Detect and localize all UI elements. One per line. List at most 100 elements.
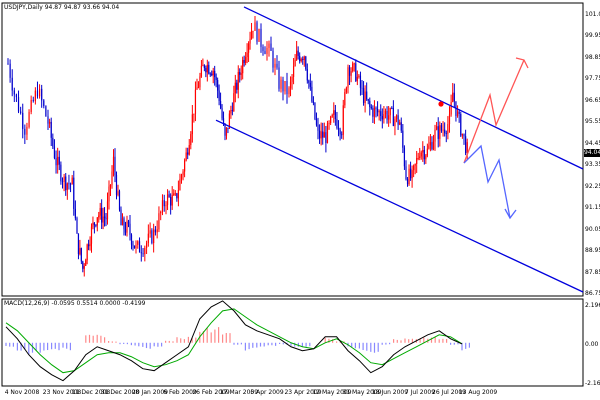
red-dot-marker [438, 101, 444, 107]
candle-body [236, 82, 238, 90]
candle-body [286, 81, 288, 95]
candle-body [344, 92, 346, 106]
candle-body [420, 152, 422, 157]
candle-body [120, 209, 122, 226]
candle-body [326, 123, 329, 143]
candle-body [315, 118, 318, 125]
candle-body [320, 131, 322, 139]
candle-body [297, 50, 299, 56]
candle-body [274, 63, 276, 68]
candle-body [211, 73, 213, 76]
candle-body [243, 59, 245, 63]
candle-body [36, 90, 39, 97]
candle-body [411, 170, 413, 179]
candle-body [66, 183, 68, 191]
date-axis-tick: 5 Apr 2009 [250, 389, 284, 396]
candle-body [409, 168, 412, 179]
candle-body [258, 28, 260, 42]
price-axis-tick: 92.25 [585, 182, 600, 190]
candle-body [465, 136, 467, 154]
candle-body [303, 56, 305, 61]
candle-body [170, 197, 172, 206]
candle-body [88, 244, 90, 247]
price-axis-tick: 96.65 [585, 96, 600, 104]
candle-body [367, 99, 369, 101]
date-axis-tick: 23 Apr 2009 [284, 389, 322, 396]
candle-body [428, 145, 430, 149]
candle-body [105, 217, 107, 220]
candle-body [280, 79, 282, 89]
price-axis-tick: 99.95 [585, 32, 600, 40]
price-axis-tick: 101.05 [585, 10, 600, 18]
candle-body [282, 79, 284, 92]
projection-arrows [438, 57, 529, 220]
price-channel [215, 6, 584, 293]
candle-body [323, 132, 325, 138]
candle-body [85, 260, 87, 267]
candle-body [372, 108, 374, 117]
candle-body [206, 64, 208, 73]
candle-body [353, 63, 355, 65]
candle-body [444, 129, 446, 134]
candle-body [388, 115, 390, 120]
date-axis-tick: 7 Jul 2009 [404, 389, 436, 396]
candle-body [391, 107, 393, 109]
candle-body [230, 110, 232, 114]
candle-body [392, 107, 394, 126]
chart-frames [1, 2, 584, 387]
date-axis-tick: 17 Mar 2009 [219, 389, 259, 396]
candle-body [325, 132, 327, 143]
candle-body [174, 193, 176, 195]
candle-body [142, 253, 144, 255]
candle-body [339, 129, 341, 135]
candle-body [109, 184, 112, 187]
candle-body [406, 179, 409, 185]
candle-body [102, 216, 104, 223]
candle-body [60, 164, 62, 182]
candle-body [466, 142, 468, 154]
candle-body [132, 244, 134, 246]
candle-body [308, 80, 310, 83]
candle-body [7, 63, 9, 65]
candle-body [215, 76, 217, 81]
candle-body [416, 158, 418, 164]
candle-body [52, 137, 54, 147]
candle-body [76, 218, 78, 234]
candle-body [26, 126, 28, 135]
candle-body [22, 112, 24, 129]
candle-body [247, 43, 250, 53]
date-axis-tick: 26 Jul 2009 [432, 389, 466, 396]
candle-body [47, 116, 49, 124]
candle-body [342, 105, 344, 135]
candle-body [445, 133, 447, 134]
candle-body [384, 110, 387, 115]
candle-body [450, 102, 452, 115]
candle-body [294, 59, 296, 67]
candle-body [217, 80, 219, 91]
candle-body [34, 90, 36, 102]
candle-body [30, 99, 32, 112]
candle-body [200, 65, 203, 77]
candle-body [114, 156, 116, 176]
candle-body [108, 186, 110, 202]
price-axis-tick: 88.95 [585, 247, 600, 255]
candle-body [184, 160, 186, 172]
candle-body [381, 116, 383, 120]
price-axis-tick: 90.05 [585, 225, 600, 233]
candle-body [221, 108, 223, 119]
date-axis-tick: 26 Feb 2009 [192, 389, 230, 396]
candle-body [302, 59, 304, 61]
candle-body [405, 166, 407, 180]
candle-body [180, 175, 183, 179]
candle-body [9, 63, 11, 78]
candle-body [245, 57, 247, 63]
channel-upper-line [243, 6, 584, 170]
candle-body [166, 194, 169, 205]
candle-body [205, 68, 207, 73]
candle-body [103, 216, 106, 218]
candle-body [190, 134, 192, 146]
candle-body [177, 190, 179, 199]
price-axis-tick: 95.55 [585, 118, 600, 126]
candle-body [80, 248, 82, 262]
